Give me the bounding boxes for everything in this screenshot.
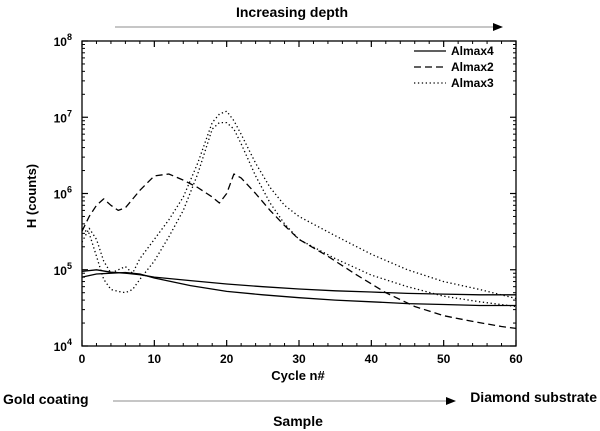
legend: Almax4 Almax2 Almax3 (414, 44, 494, 90)
gold-coating-label: Gold coating (3, 391, 89, 407)
legend-label-almax2: Almax2 (451, 60, 494, 74)
top-annotation: Increasing depth (236, 4, 348, 20)
diamond-substrate-label: Diamond substrate (470, 389, 597, 405)
y-tick-exponent: 8 (67, 32, 72, 42)
legend-label-almax3: Almax3 (451, 76, 494, 90)
x-tick-label: 30 (292, 352, 306, 366)
x-tick-label: 50 (437, 352, 451, 366)
x-tick-label: 10 (148, 352, 162, 366)
axes: 0 10 20 30 40 50 60 104 105 106 107 108 (54, 32, 523, 366)
y-tick-label: 104 (54, 337, 72, 354)
y-axis-label: H (counts) (24, 164, 39, 228)
series-line-almax3-2 (81, 121, 517, 308)
series-line-almax3-1 (81, 110, 517, 300)
series-layer (81, 110, 517, 330)
x-tick-label: 60 (509, 352, 523, 366)
series-line-almax2-1 (81, 173, 517, 330)
sample-label: Sample (273, 413, 323, 429)
y-tick-label: 105 (54, 261, 72, 278)
y-tick-exponent: 4 (67, 337, 72, 347)
x-axis-label: Cycle n# (271, 368, 325, 383)
y-tick-exponent: 7 (67, 108, 72, 118)
x-tick-label: 20 (220, 352, 234, 366)
x-tick-label: 40 (365, 352, 379, 366)
y-tick-exponent: 6 (67, 185, 72, 195)
y-tick-exponent: 5 (67, 261, 72, 271)
series-line-almax4-1 (81, 269, 516, 296)
y-tick-label: 107 (54, 108, 72, 125)
legend-label-almax4: Almax4 (451, 44, 494, 58)
x-tick-label: 0 (79, 352, 86, 366)
y-tick-label: 106 (54, 185, 72, 202)
y-tick-label: 108 (54, 32, 72, 49)
series-line-almax4-2 (81, 271, 516, 307)
